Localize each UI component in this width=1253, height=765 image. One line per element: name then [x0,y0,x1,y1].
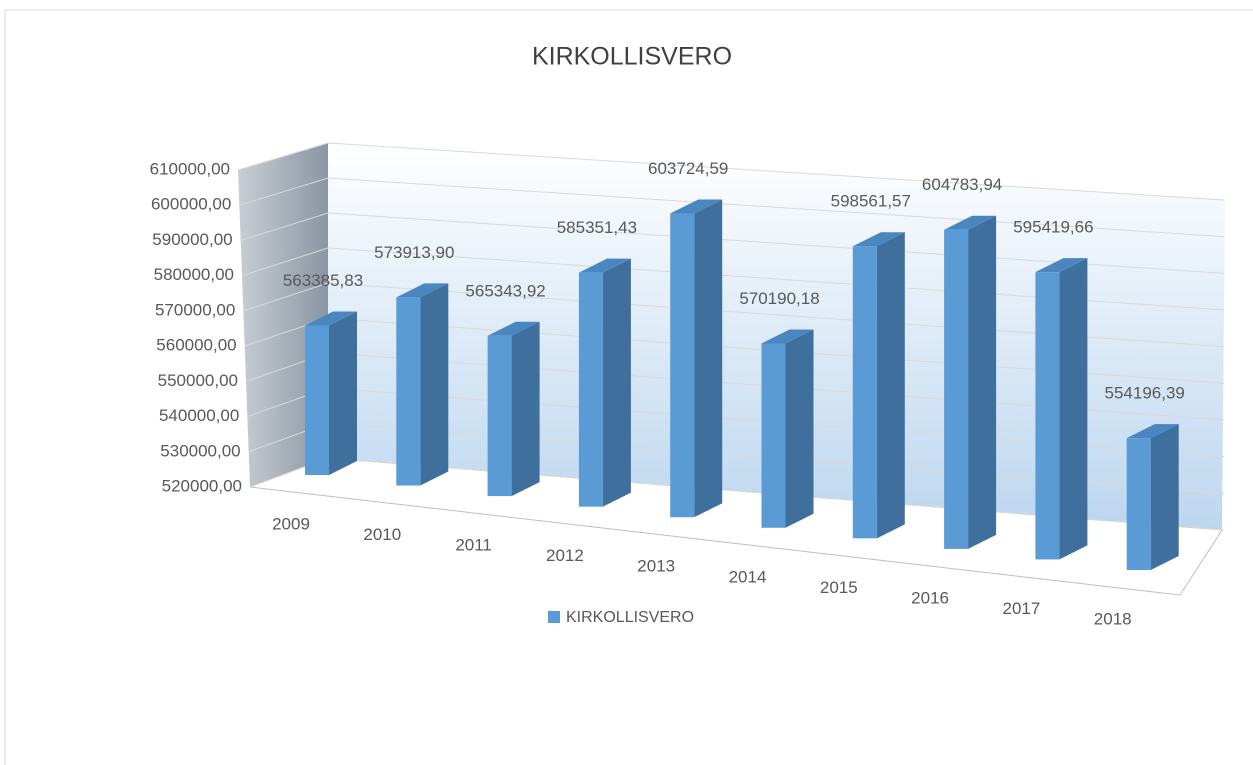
bar-top [852,232,905,247]
bar-top [1035,258,1088,273]
grid-line [239,177,1225,238]
y-tick-label: 530000,00 [160,441,240,460]
x-tick-label: 2015 [820,578,858,597]
y-tick-label: 600000,00 [151,195,231,214]
data-label: 603724,59 [648,159,728,178]
y-tick-label: 610000,00 [150,159,230,178]
grid-line [243,282,1225,348]
data-label: 570190,18 [739,289,819,308]
bar-side [329,311,357,475]
y-tick-label: 570000,00 [155,300,235,319]
y-tick-label: 580000,00 [154,265,234,284]
data-label: 554196,39 [1105,384,1185,403]
x-tick-label: 2010 [363,525,401,544]
bar [1035,272,1060,560]
x-tick-label: 2018 [1094,609,1132,628]
bar-side [968,215,997,549]
data-label: 563385,83 [283,271,363,290]
x-tick-label: 2009 [272,514,310,533]
data-label: 595419,66 [1013,218,1093,237]
chart-border [4,9,1253,765]
data-label: 565343,92 [465,281,545,300]
data-label: 598561,57 [831,192,911,211]
x-tick-label: 2013 [637,557,675,576]
x-tick-label: 2016 [911,588,949,607]
bar [852,246,877,539]
y-tick-label: 520000,00 [162,476,242,495]
y-tick-label: 590000,00 [152,230,232,249]
bar-top [396,283,449,298]
data-label: 604783,94 [922,175,1002,194]
bar-top [578,258,631,273]
grid-line [237,142,1225,201]
bar-side [785,329,814,528]
bar [578,272,603,507]
grid-line [241,247,1225,311]
bar [487,335,512,497]
bar-side [876,232,905,539]
data-label: 585351,43 [557,218,637,237]
grid-line [240,212,1225,274]
y-tick-label: 550000,00 [158,371,238,390]
bar-top [1126,424,1179,439]
y-tick-label: 560000,00 [156,336,236,355]
legend-label: KIRKOLLISVERO [566,609,694,626]
bar-top [944,215,997,230]
bar [396,297,421,486]
bar [761,343,786,528]
bar [305,325,329,475]
y-tick-label: 540000,00 [159,406,239,425]
x-tick-label: 2014 [729,567,767,586]
bar-top [487,321,540,336]
bar-side [694,199,723,518]
bar-side [602,258,631,507]
bar [1126,438,1151,570]
bar-top [670,199,723,214]
data-label: 573913,90 [374,243,454,262]
bar [944,229,969,549]
bar [670,213,695,518]
bar-side [1150,424,1179,570]
x-tick-label: 2012 [546,546,584,565]
bar-side [1059,258,1088,560]
bar-side [420,283,449,486]
x-tick-label: 2011 [455,536,492,555]
x-tick-label: 2017 [1002,599,1040,618]
bar-side [511,321,540,497]
bar-top [761,329,814,344]
bar-top [305,311,357,326]
legend-swatch [548,611,560,623]
chart-title: KIRKOLLISVERO [532,43,732,71]
